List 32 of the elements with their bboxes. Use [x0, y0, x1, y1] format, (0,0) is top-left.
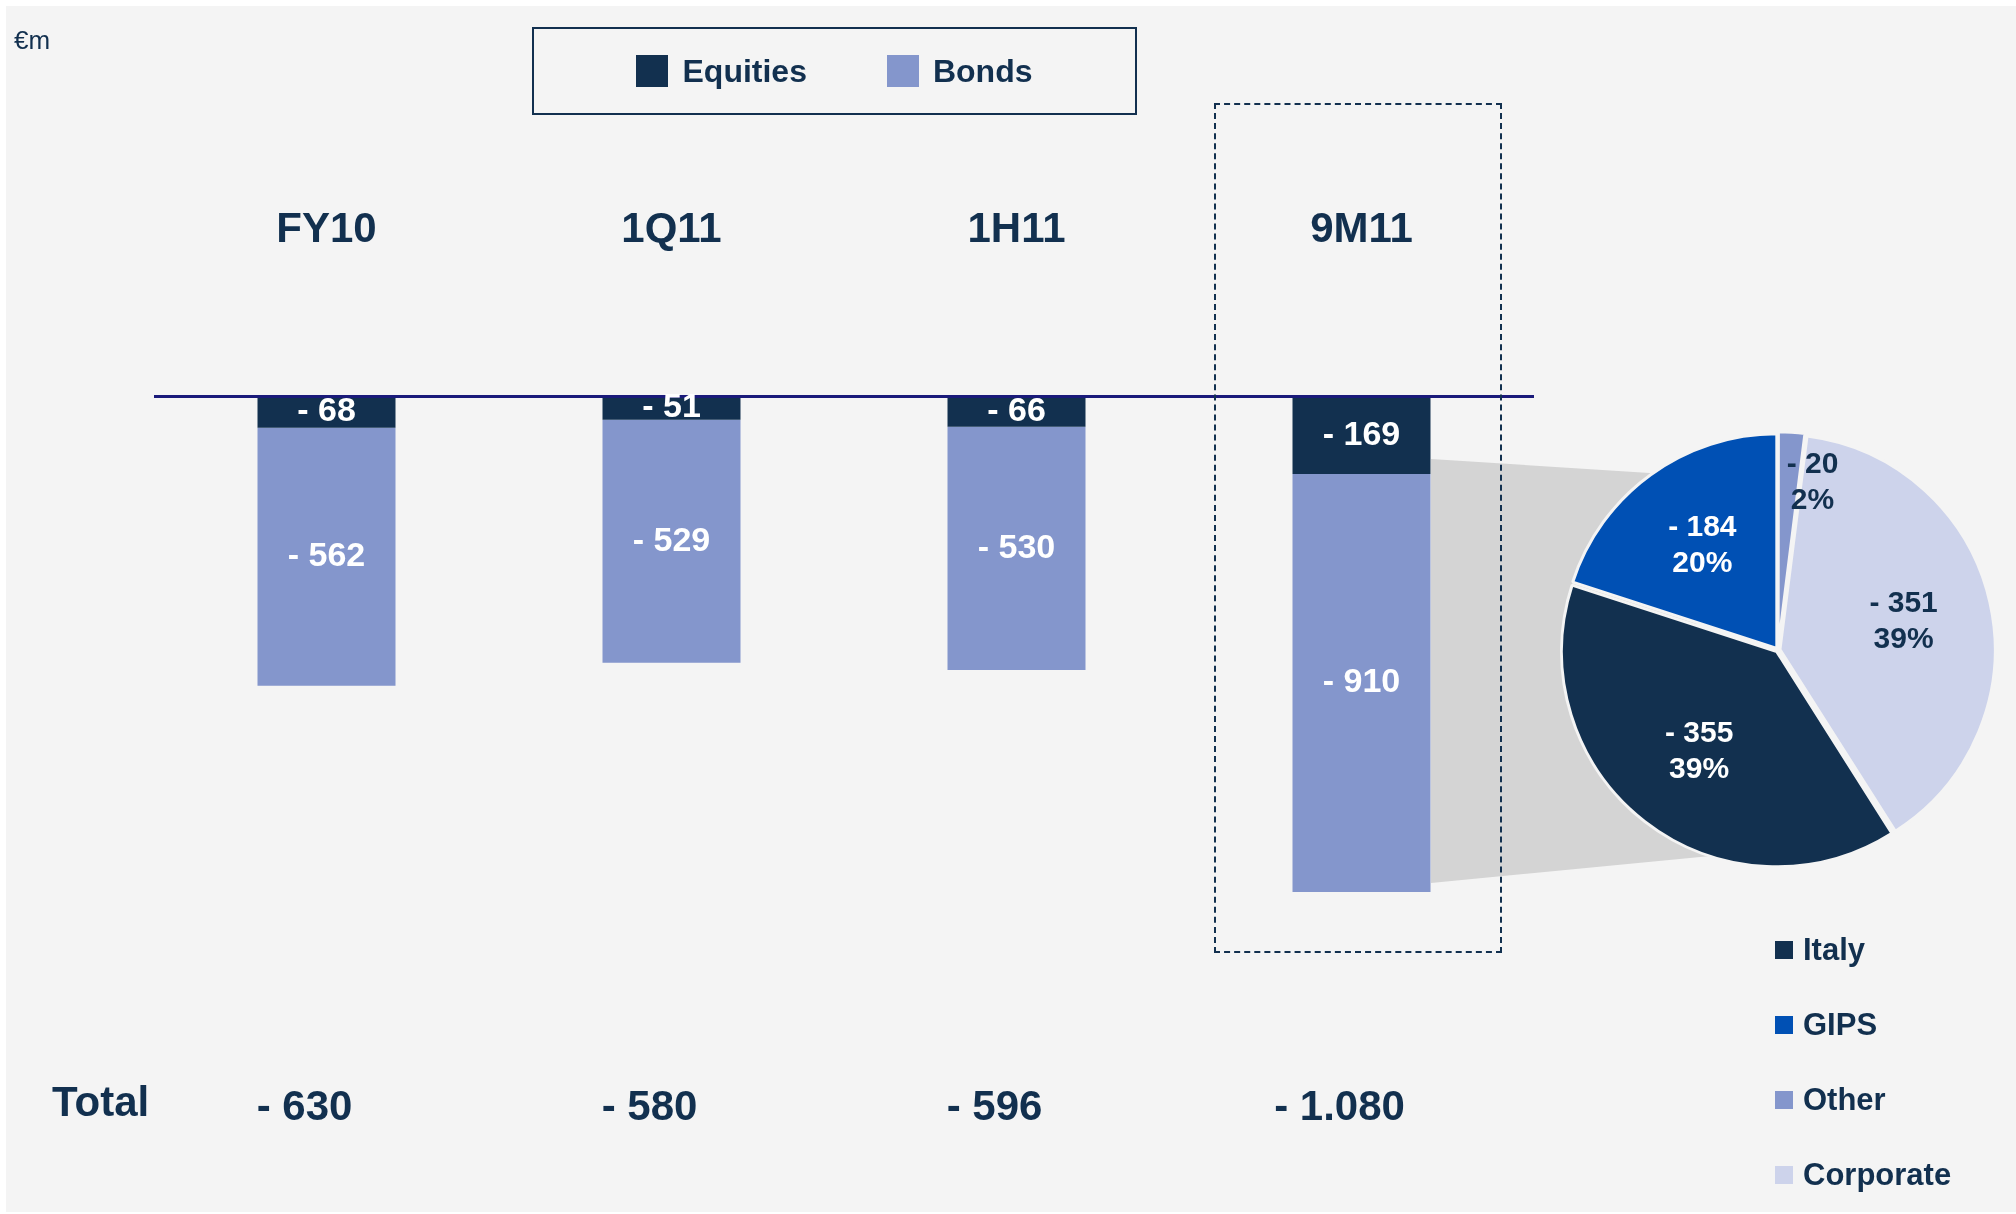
legend-label: Other — [1803, 1081, 1886, 1118]
text: €m — [14, 25, 51, 56]
data-label: - 355 39% — [1664, 714, 1734, 784]
data-label: - 184 20% — [1668, 509, 1737, 579]
data-label: - 66 — [987, 389, 1046, 428]
bar — [257, 427, 396, 686]
bar — [1292, 396, 1431, 475]
legend-label: Equities — [682, 52, 807, 90]
x-tick-label: 1H11 — [967, 203, 1066, 251]
legend-label: GIPS — [1803, 1006, 1878, 1043]
text: Total — [52, 1077, 150, 1125]
text: - 596 — [946, 1081, 1043, 1129]
data-label: - 530 — [977, 526, 1056, 565]
text: - 580 — [601, 1081, 698, 1129]
data-label: - 20 2% — [1786, 446, 1839, 516]
data-label: - 169 — [1322, 413, 1401, 452]
x-tick-label: 1Q11 — [621, 203, 722, 251]
text: - 1.080 — [1274, 1081, 1405, 1129]
bar — [947, 426, 1086, 671]
data-label: - 68 — [297, 390, 356, 429]
legend-label: Italy — [1803, 931, 1866, 968]
data-label: - 562 — [287, 535, 366, 574]
x-tick-label: FY10 — [276, 203, 377, 251]
data-label: - 529 — [632, 519, 711, 558]
data-label: - 910 — [1322, 661, 1401, 700]
x-tick-label: 9M11 — [1310, 203, 1413, 251]
bar — [602, 419, 741, 663]
text: - 630 — [256, 1081, 353, 1129]
data-label: - 351 39% — [1869, 585, 1938, 655]
legend-label: Corporate — [1803, 1156, 1952, 1193]
legend-label: Bonds — [932, 52, 1033, 90]
data-label: - 51 — [642, 386, 701, 425]
